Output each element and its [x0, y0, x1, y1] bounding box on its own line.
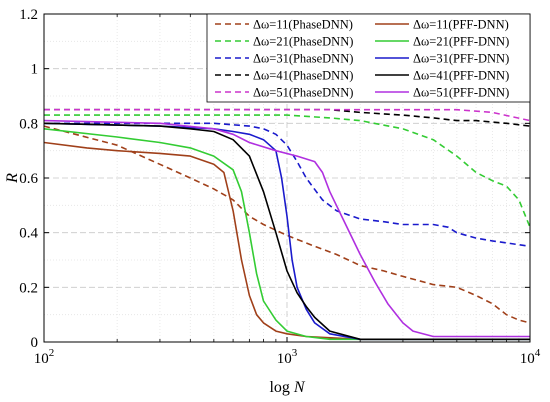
- y-tick-label: 1.2: [19, 7, 38, 23]
- legend-label: Δω=21(PhaseDNN): [253, 35, 353, 49]
- series-line-1: [44, 125, 530, 324]
- y-tick-labels: 0 0.2 0.4 0.6 0.8 1 1.2: [19, 7, 38, 351]
- legend-label: Δω=51(PFF-DNN): [413, 86, 509, 100]
- y-tick-label: 0.4: [19, 226, 38, 242]
- y-axis-label: R: [4, 173, 21, 184]
- legend-label: Δω=11(PFF-DNN): [413, 18, 509, 32]
- x-axis-label: log N: [269, 379, 305, 396]
- x-tick-label: 103: [277, 347, 298, 367]
- series-line-8: [44, 122, 530, 341]
- y-tick-label: 0: [31, 335, 39, 351]
- legend-label: Δω=41(PhaseDNN): [253, 69, 353, 83]
- legend-label: Δω=11(PhaseDNN): [253, 18, 353, 32]
- y-tick-label: 1: [31, 62, 39, 78]
- legend-label: Δω=31(PhaseDNN): [253, 52, 353, 66]
- series-line-4: [44, 108, 530, 127]
- series-layer: [44, 108, 530, 341]
- series-line-7: [44, 128, 530, 341]
- y-tick-label: 0.2: [19, 280, 38, 296]
- x-tick-label: 104: [520, 347, 541, 367]
- legend-label: Δω=21(PFF-DNN): [413, 35, 509, 49]
- x-tick-labels: 102 103 104: [34, 347, 541, 367]
- series-line-5: [44, 108, 530, 122]
- series-line-9: [44, 122, 530, 341]
- legend-label: Δω=51(PhaseDNN): [253, 86, 353, 100]
- legend-label: Δω=41(PFF-DNN): [413, 69, 509, 83]
- series-line-10: [44, 119, 530, 338]
- series-line-3: [44, 122, 530, 248]
- series-line-6: [44, 141, 530, 341]
- x-tick-label: 102: [34, 347, 55, 367]
- legend-box: [206, 13, 531, 103]
- legend-label: Δω=31(PFF-DNN): [413, 52, 509, 66]
- y-tick-label: 0.6: [19, 171, 38, 187]
- legend: Δω=11(PhaseDNN) Δω=21(PhaseDNN) Δω=31(Phas…: [206, 13, 531, 103]
- y-tick-label: 0.8: [19, 116, 38, 132]
